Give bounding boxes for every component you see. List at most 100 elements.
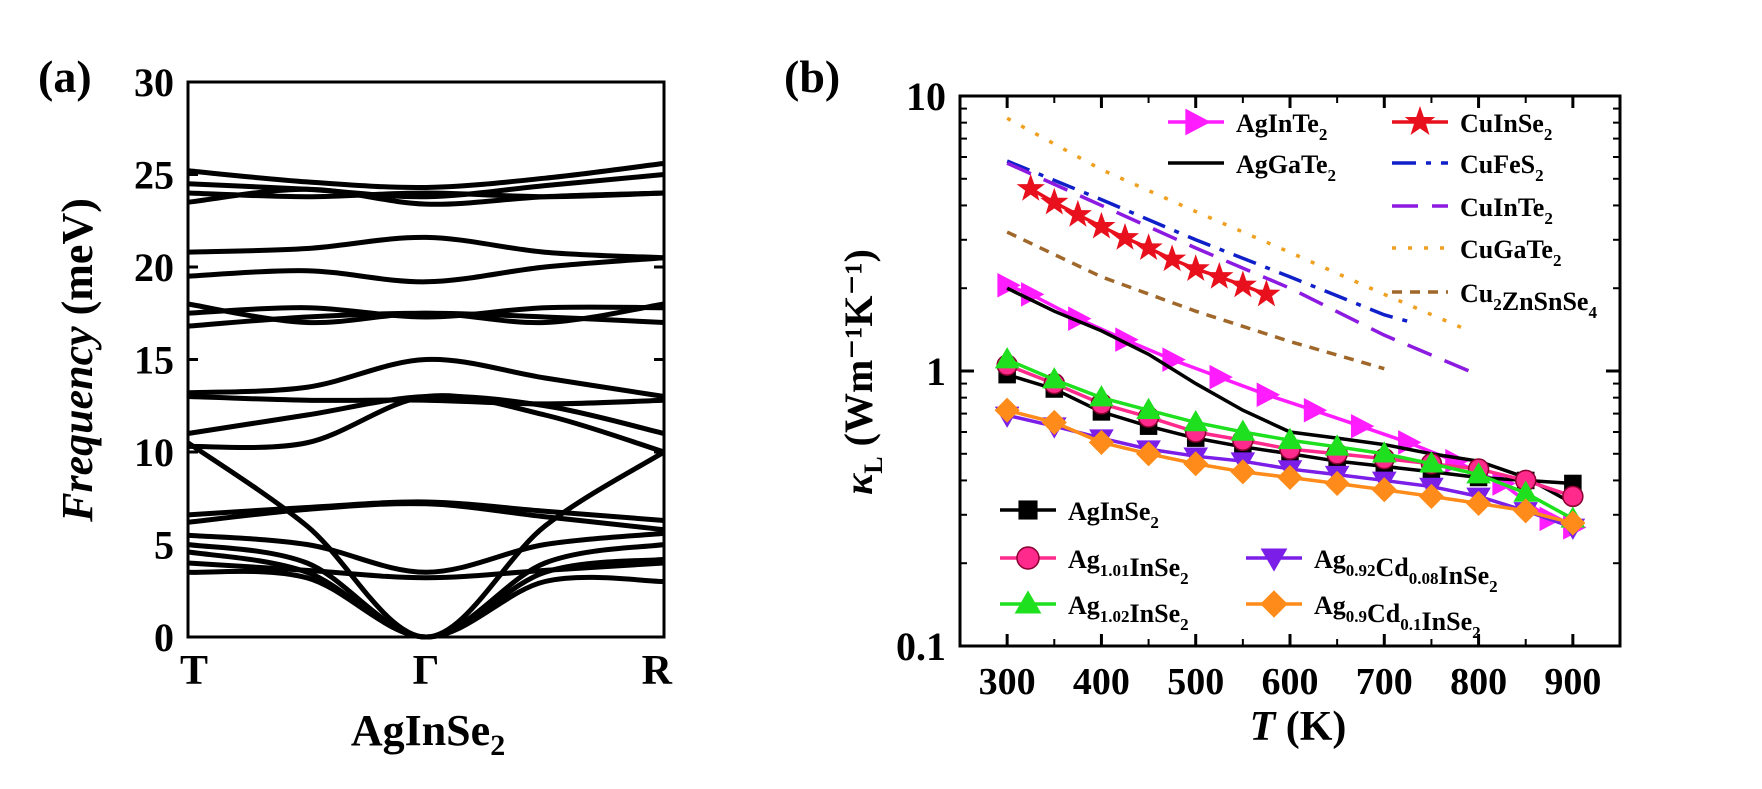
legend-entry: CuInTe2 [1392, 193, 1553, 228]
panel-a: (a) 0 5 10 15 20 25 30 T Γ R Frequency (meV) AgI… [38, 51, 673, 762]
phonon-band-line [187, 255, 665, 285]
x-tick-label: 600 [1262, 661, 1319, 703]
data-point [1228, 270, 1257, 298]
legend-label: Ag0.92Cd0.08InSe2 [1314, 545, 1498, 596]
phonon-band-line [187, 172, 665, 200]
x-tick-label: 800 [1450, 661, 1507, 703]
x-tick-label: Γ [413, 648, 440, 694]
legend-entry: Ag0.92Cd0.08InSe2 [1246, 545, 1498, 596]
legend-label: Ag1.01InSe2 [1068, 545, 1189, 588]
data-point [1466, 490, 1492, 516]
phonon-band-line [187, 304, 665, 320]
series-line [1006, 230, 1385, 371]
data-point [1230, 419, 1256, 441]
series-2 [1016, 173, 1281, 307]
legend-marker [1014, 590, 1042, 614]
x-tick-label: 900 [1544, 661, 1601, 703]
data-point [1371, 441, 1397, 463]
phonon-band-line [187, 393, 665, 436]
data-point [1041, 409, 1067, 436]
data-point [1181, 254, 1210, 281]
legend-label: Ag1.02InSe2 [1068, 591, 1189, 634]
data-point [1089, 385, 1114, 407]
data-point [1324, 434, 1350, 456]
y-tick-label: 0 [154, 615, 174, 660]
legend-marker [1404, 105, 1436, 135]
legend-marker [1016, 546, 1040, 570]
legend-marker [1018, 500, 1038, 520]
legend-label: AgInSe2 [1068, 497, 1159, 532]
data-point [1230, 459, 1256, 485]
legend-label: AgGaTe2 [1236, 150, 1336, 185]
data-point [1205, 262, 1234, 289]
legend-entry: Ag1.01InSe2 [1000, 545, 1189, 588]
phonon-band-line [187, 234, 665, 261]
legend-entry: CuFeS2 [1392, 150, 1544, 185]
legend-entry: Ag0.9Cd0.1InSe2 [1246, 590, 1481, 642]
x-tick-label: 300 [979, 661, 1036, 703]
panel-b-x-axis-label: T (K) [1250, 704, 1347, 750]
panel-b-y-axis-label: κL (Wm⁻¹K⁻¹) [836, 249, 888, 495]
data-point [1560, 510, 1586, 536]
phonon-band-line [187, 301, 665, 326]
y-tick-label: 5 [154, 523, 174, 568]
data-point [1063, 199, 1092, 227]
series-4 [1006, 161, 1470, 373]
data-point [994, 347, 1020, 369]
data-point [1041, 367, 1067, 389]
panel-b-y-ticks: 0.1 1 10 [896, 74, 1620, 669]
legend-entry: Cu2ZnSnSe4 [1392, 279, 1597, 322]
legend-label: CuInTe2 [1460, 193, 1553, 228]
data-point [1183, 451, 1209, 477]
data-point [1136, 441, 1162, 467]
phonon-band-line [187, 160, 665, 191]
series-6 [1006, 230, 1385, 371]
x-tick-label: 400 [1073, 661, 1130, 703]
panel-b-label: (b) [784, 51, 840, 102]
data-point [1016, 173, 1045, 201]
data-point [1418, 483, 1444, 509]
data-point [1088, 429, 1114, 455]
panel-a-band-lines [186, 160, 666, 640]
panel-b-legend: AgInTe2 CuInSe2 AgGaTe2 CuFeS2 CuInTe2 CuGaTe… [1000, 105, 1597, 642]
legend-entry: CuInSe2 [1392, 105, 1552, 144]
data-point [994, 397, 1020, 423]
y-tick-label: 10 [134, 430, 174, 475]
data-point [1419, 451, 1444, 473]
series-line [1006, 159, 1414, 325]
data-point [1158, 244, 1187, 272]
panel-b: (b) 0.1 1 10 300 400 500 600 700 800 900 AgInTe2… [784, 51, 1622, 750]
y-tick-label: 20 [134, 245, 174, 290]
y-tick-label: 25 [134, 153, 174, 198]
x-tick-label: 700 [1356, 661, 1413, 703]
data-point [1303, 397, 1328, 423]
data-point [1252, 279, 1281, 307]
y-tick-label: 15 [134, 338, 174, 383]
data-point [1371, 477, 1397, 503]
data-point [1466, 462, 1491, 484]
data-point [1324, 470, 1350, 497]
panel-b-series [994, 116, 1587, 540]
panel-a-y-ticks: 0 5 10 15 20 25 30 [134, 60, 664, 660]
data-point [1134, 233, 1163, 260]
data-point [1277, 427, 1303, 449]
y-tick-label: 10 [906, 74, 946, 119]
legend-marker [1185, 108, 1211, 136]
series-3 [1006, 159, 1414, 325]
legend-entry: CuGaTe2 [1392, 235, 1561, 270]
legend-label: CuGaTe2 [1460, 235, 1561, 270]
legend-label: CuInSe2 [1460, 109, 1552, 144]
legend-entry: AgInSe2 [1000, 497, 1159, 532]
y-tick-label: 0.1 [896, 624, 946, 669]
data-point [1087, 211, 1116, 239]
panel-a-x-axis-label: AgInSe2 [351, 706, 505, 762]
data-point [1040, 187, 1069, 215]
data-point [1513, 498, 1539, 524]
data-point [1562, 485, 1584, 508]
y-tick-label: 1 [926, 349, 946, 394]
x-tick-label: R [642, 648, 673, 694]
phonon-band-line [186, 440, 666, 640]
data-point [1350, 413, 1375, 439]
